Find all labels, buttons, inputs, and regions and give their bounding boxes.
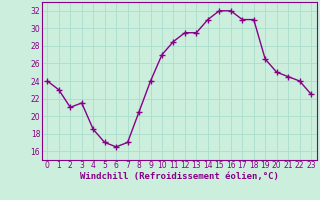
- X-axis label: Windchill (Refroidissement éolien,°C): Windchill (Refroidissement éolien,°C): [80, 172, 279, 181]
